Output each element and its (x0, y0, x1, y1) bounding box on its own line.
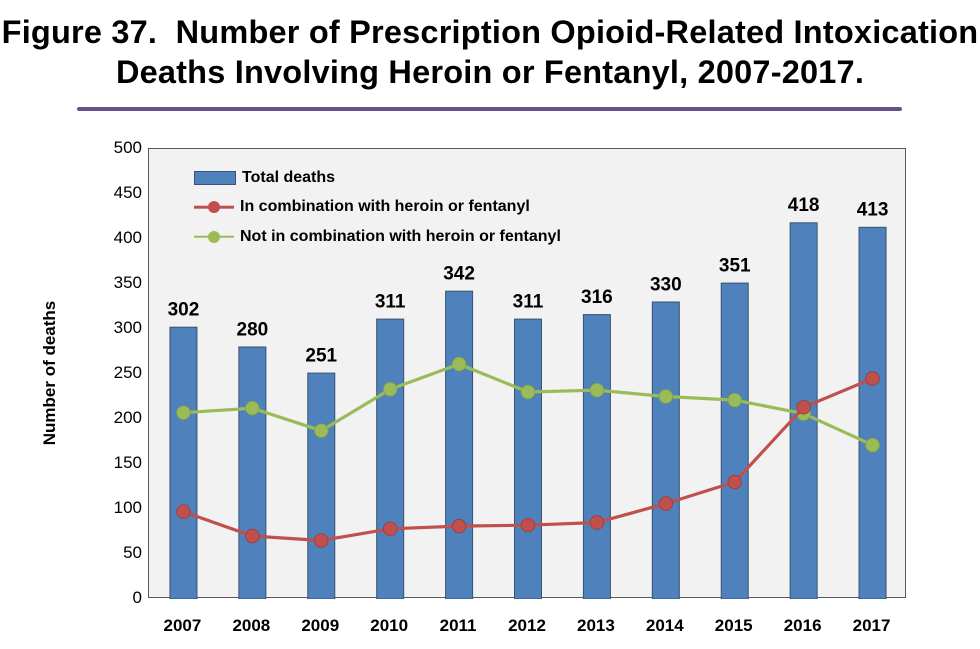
svg-text:251: 251 (305, 345, 337, 366)
svg-text:311: 311 (375, 291, 406, 312)
svg-text:280: 280 (237, 319, 269, 340)
svg-text:351: 351 (719, 255, 751, 276)
svg-text:302: 302 (168, 300, 200, 321)
svg-text:418: 418 (788, 195, 820, 216)
svg-text:316: 316 (581, 287, 613, 308)
svg-text:330: 330 (650, 274, 682, 295)
svg-text:413: 413 (857, 200, 889, 221)
svg-text:342: 342 (443, 264, 475, 285)
svg-text:311: 311 (513, 291, 544, 312)
